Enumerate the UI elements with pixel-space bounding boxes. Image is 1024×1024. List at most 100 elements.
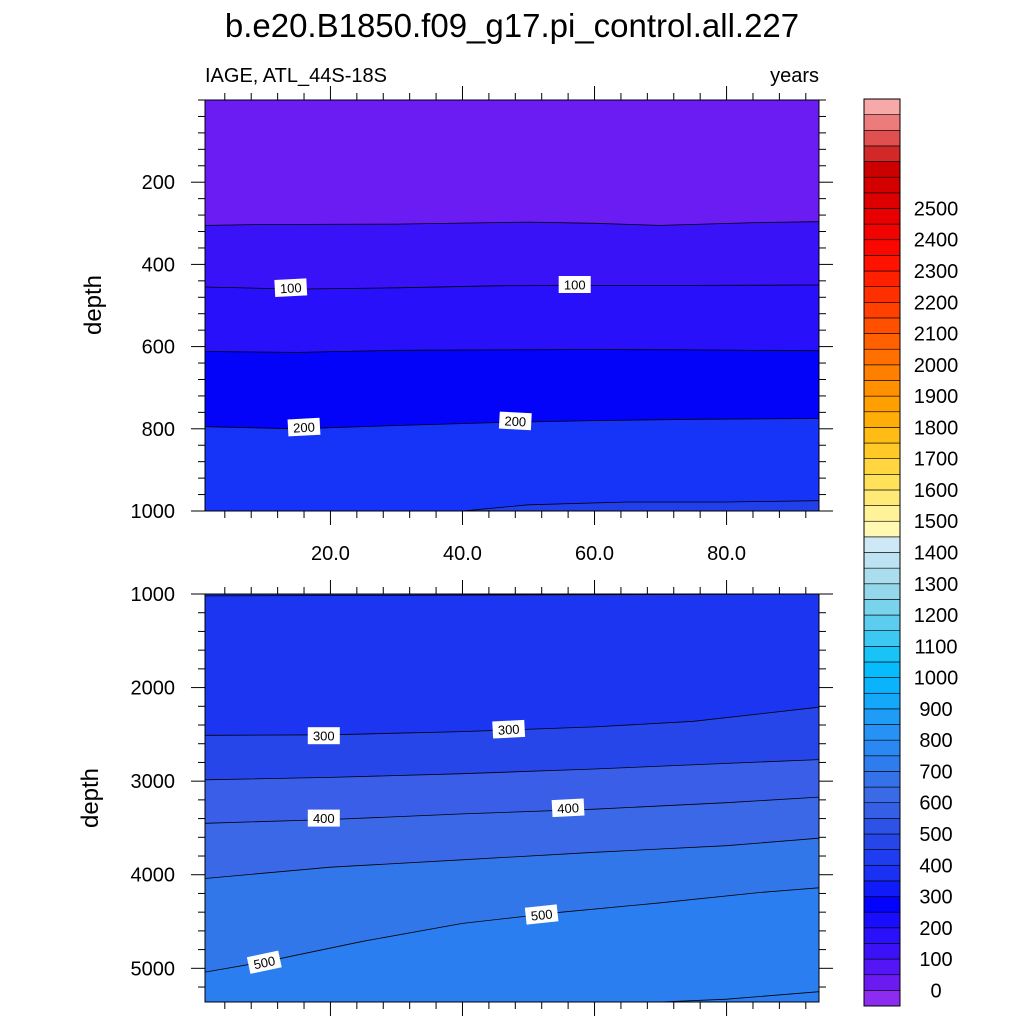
contour-label-box <box>498 411 532 431</box>
colorbar-label-1100: 1100 <box>914 636 957 658</box>
colorbar-label-2000: 2000 <box>914 355 959 377</box>
colorbar-swatch <box>863 771 901 788</box>
upper-contour-line-200 <box>205 349 819 353</box>
y-tick-label-5000: 5000 <box>131 958 176 980</box>
contour-label-box <box>524 904 559 925</box>
colorbar-swatch <box>863 520 901 538</box>
contour-label-text: 500 <box>530 906 553 923</box>
colorbar-swatch <box>863 724 901 741</box>
colorbar-swatch <box>863 692 901 710</box>
y-tick-label-600: 600 <box>142 337 175 359</box>
x-tick-label-60.0: 60.0 <box>575 543 614 565</box>
colorbar-label-500: 500 <box>919 824 952 846</box>
x-tick-label-80.0: 80.0 <box>707 543 746 565</box>
colorbar-swatch <box>863 192 901 209</box>
x-tick-label-40.0: 40.0 <box>443 543 482 565</box>
y-tick-label-4000: 4000 <box>131 865 176 887</box>
upper-axis-ticks: 200 400 600 800 1000 20.0 40.0 60.0 80.0 <box>131 86 833 565</box>
contour-label-text: 100 <box>280 280 302 296</box>
colorbar-swatch <box>863 755 901 772</box>
lower-contour-line-400 <box>205 759 819 781</box>
colorbar-swatch <box>863 161 901 178</box>
left-subtitle: IAGE, ATL_44S-18S <box>205 65 387 87</box>
upper-depth-panel: 100 100 200 200 200 400 600 800 1000 20.0 40.0 60.… <box>80 86 833 565</box>
lower-band-600-700 <box>205 797 819 879</box>
lower-contour-label-500: 500 <box>246 950 282 974</box>
lower-contour-line-500 <box>205 837 819 879</box>
colorbar-label-1800: 1800 <box>914 417 959 439</box>
lower-contour-label-300: 300 <box>307 727 340 745</box>
colorbar-swatch <box>863 583 901 600</box>
colorbar-swatch <box>863 395 901 413</box>
colorbar-swatch <box>863 880 901 897</box>
colorbar-swatch <box>863 348 901 366</box>
colorbar-frame <box>863 98 901 1007</box>
colorbar-label-400: 400 <box>919 855 952 877</box>
lower-contour-line-500 <box>205 887 819 973</box>
y-tick-label-2000: 2000 <box>131 678 176 700</box>
colorbar-swatch <box>863 317 901 334</box>
upper-contour-line-300 <box>462 500 819 511</box>
colorbar-label-2100: 2100 <box>914 324 959 346</box>
upper-band-500-600 <box>462 500 819 511</box>
upper-band-0-100 <box>205 100 819 226</box>
colorbar-swatch <box>863 974 901 991</box>
colorbar-label-2300: 2300 <box>914 261 959 283</box>
colorbar-swatch <box>863 333 901 350</box>
x-tick-label-20.0: 20.0 <box>311 543 350 565</box>
colorbar-label-1400: 1400 <box>914 543 959 565</box>
upper-contour-label-200: 200 <box>498 411 532 431</box>
colorbar-label-1600: 1600 <box>914 480 959 502</box>
upper-band-300-400 <box>205 349 819 429</box>
contour-label-text: 300 <box>313 729 335 744</box>
colorbar-swatch <box>863 599 901 616</box>
y-tick-label-1000: 1000 <box>131 584 176 606</box>
lower-band-700-800 <box>205 838 819 973</box>
contour-label-box <box>307 809 340 827</box>
colorbar-swatch <box>863 630 901 647</box>
colorbar-swatch <box>863 802 901 819</box>
upper-contour-label-100: 100 <box>274 278 308 298</box>
y-tick-label-3000: 3000 <box>131 771 176 793</box>
colorbar-swatch <box>863 442 901 459</box>
contour-label-text: 200 <box>293 420 315 436</box>
colorbar-swatch <box>863 114 901 131</box>
colorbar-swatch <box>863 270 901 287</box>
contour-label-box <box>307 727 340 745</box>
colorbar-swatch <box>863 223 901 241</box>
colorbar-swatch <box>863 708 901 725</box>
colorbar-swatch <box>863 943 901 960</box>
colorbar-label-700: 700 <box>919 761 952 783</box>
y-tick-label-800: 800 <box>142 419 175 441</box>
upper-contour-line-100 <box>205 221 819 226</box>
colorbar-label-1500: 1500 <box>914 511 959 533</box>
contour-label-text: 400 <box>313 811 335 826</box>
chart-title: b.e20.B1850.f09_g17.pi_control.all.227 <box>225 7 799 44</box>
lower-contour-label-300: 300 <box>492 719 526 739</box>
colorbar-label-1000: 1000 <box>914 668 959 690</box>
colorbar-label-300: 300 <box>919 887 952 909</box>
lower-contour-label-400: 400 <box>307 809 340 827</box>
colorbar-label-600: 600 <box>919 793 952 815</box>
colorbar-swatch <box>863 255 901 272</box>
upper-band-400-500 <box>205 418 819 511</box>
colorbar-swatch <box>863 864 901 882</box>
colorbar-swatch <box>863 364 901 381</box>
colorbar-label-100: 100 <box>919 949 952 971</box>
colorbar-label-0: 0 <box>930 980 941 1002</box>
lower-band-500-600 <box>205 759 819 824</box>
colorbar-swatch <box>863 552 901 569</box>
lower-plot-frame <box>204 593 820 1003</box>
colorbar-swatch <box>863 927 901 944</box>
contour-label-text: 300 <box>497 722 519 738</box>
upper-band-200-300 <box>205 285 819 353</box>
y-tick-label-1000: 1000 <box>131 501 176 523</box>
lower-axis-ticks: 1000 2000 3000 4000 5000 <box>131 580 833 1016</box>
contour-label-box <box>492 719 526 739</box>
colorbar-swatch <box>863 380 901 397</box>
contour-label-text: 100 <box>564 278 586 293</box>
colorbar-swatch <box>863 614 901 631</box>
colorbar-swatch <box>863 427 901 444</box>
colorbar-swatch <box>863 786 901 804</box>
upper-y-axis-label: depth <box>80 275 107 335</box>
